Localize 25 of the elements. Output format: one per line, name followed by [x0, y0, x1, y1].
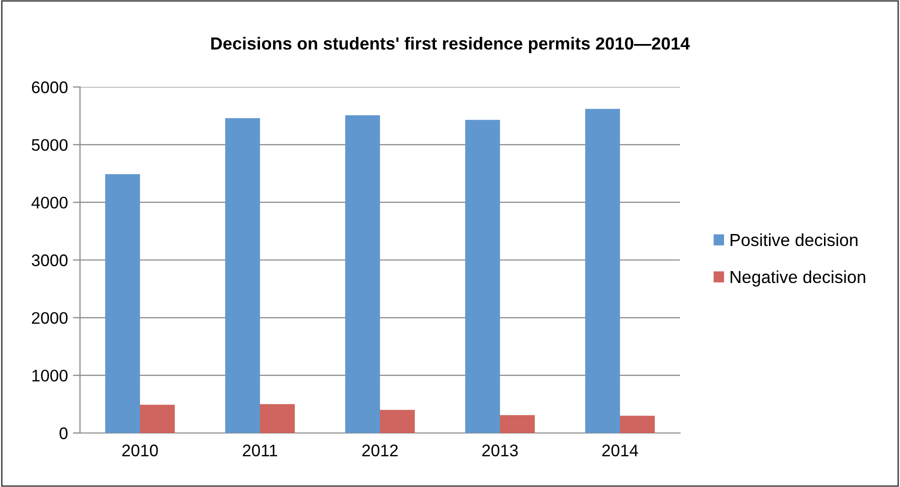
x-tick-label: 2011 — [242, 444, 278, 456]
x-tick-label: 2012 — [362, 444, 398, 456]
bar — [345, 115, 380, 433]
bar — [620, 416, 655, 433]
y-tick-label: 5000 — [32, 139, 68, 151]
y-tick-label: 6000 — [32, 81, 68, 94]
legend-label: Negative decision — [730, 270, 866, 287]
chart-title: Decisions on students' first residence permits 2010—2014 — [211, 36, 690, 54]
bar — [500, 415, 535, 433]
x-tick-label: 2014 — [602, 444, 638, 456]
bar — [585, 108, 620, 433]
bar — [105, 174, 140, 433]
bar — [140, 404, 175, 433]
bar — [225, 118, 260, 433]
bar — [260, 404, 295, 433]
y-tick-label: 1000 — [32, 370, 68, 382]
bar — [465, 120, 500, 433]
y-tick-label: 0 — [60, 427, 68, 440]
bar — [380, 410, 415, 433]
x-tick-label: 2010 — [122, 444, 158, 456]
y-tick-label: 4000 — [32, 196, 68, 209]
y-tick-label: 3000 — [32, 254, 68, 266]
legend-label: Positive decision — [730, 233, 858, 246]
x-tick-label: 2013 — [482, 444, 518, 456]
y-tick-label: 2000 — [32, 312, 68, 324]
